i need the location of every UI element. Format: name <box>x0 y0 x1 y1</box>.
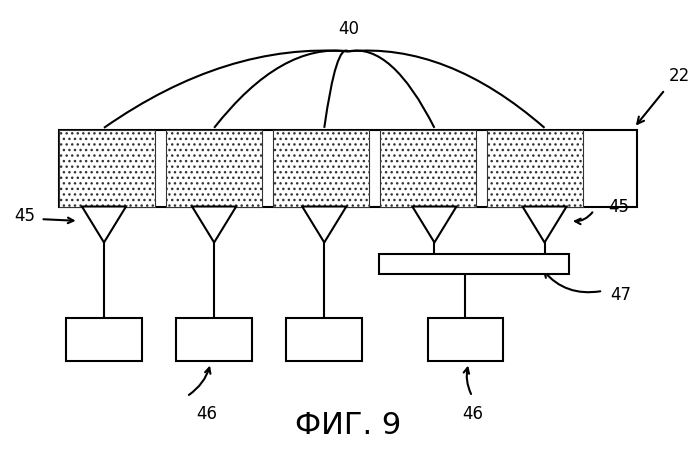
Text: 45: 45 <box>14 207 36 224</box>
Polygon shape <box>412 207 456 242</box>
Polygon shape <box>523 207 567 242</box>
Text: 47: 47 <box>610 286 631 304</box>
Bar <box>287 318 362 360</box>
Bar <box>487 130 582 207</box>
Bar <box>166 130 261 207</box>
Text: 40: 40 <box>338 20 359 38</box>
Polygon shape <box>302 207 346 242</box>
Bar <box>59 130 154 207</box>
Bar <box>66 318 142 360</box>
Bar <box>380 130 475 207</box>
Bar <box>176 318 252 360</box>
Bar <box>380 254 568 274</box>
Bar <box>273 130 368 207</box>
Polygon shape <box>82 207 126 242</box>
Bar <box>59 130 637 207</box>
Polygon shape <box>192 207 236 242</box>
Text: ФИГ. 9: ФИГ. 9 <box>295 411 401 440</box>
Bar <box>428 318 503 360</box>
Text: 45: 45 <box>608 197 629 216</box>
Text: 46: 46 <box>462 405 483 424</box>
Text: 22: 22 <box>668 67 690 85</box>
Text: 46: 46 <box>196 405 217 424</box>
